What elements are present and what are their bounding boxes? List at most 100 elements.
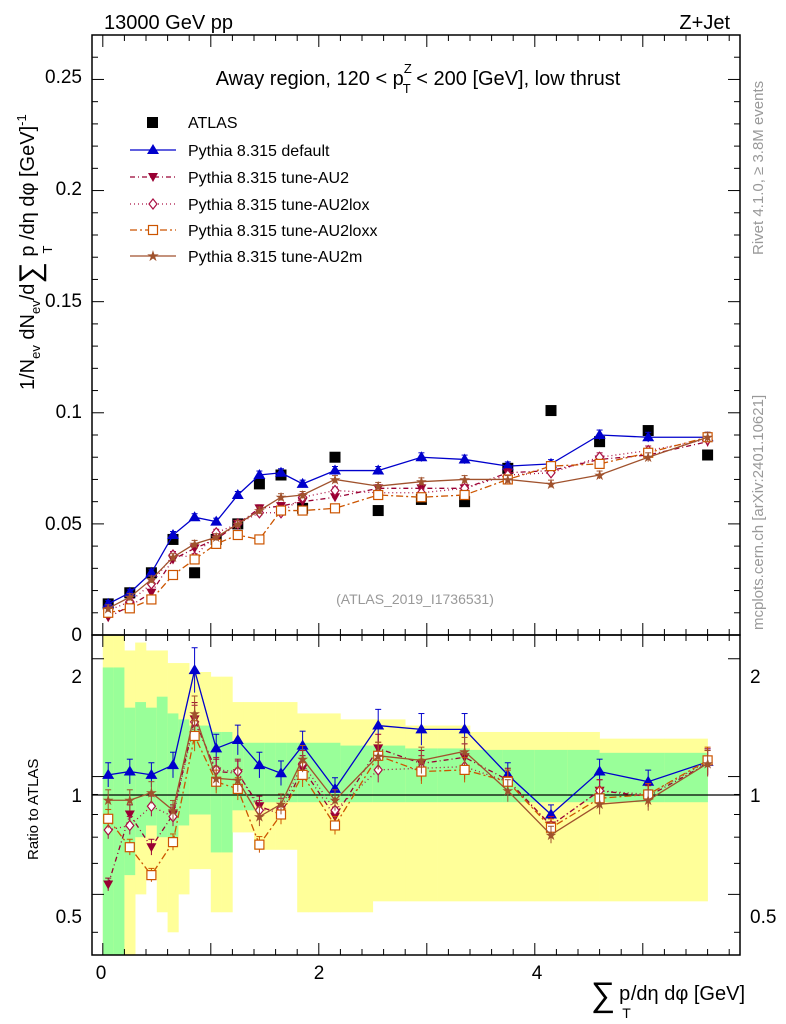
series-line — [107, 436, 708, 609]
legend-marker-au2m: ★ — [146, 248, 159, 265]
y-tick-label: 0.25 — [45, 67, 82, 88]
data-point — [167, 533, 179, 545]
data-point — [253, 469, 266, 479]
data-point — [146, 843, 157, 853]
data-point: ★ — [372, 748, 385, 764]
data-point — [188, 511, 201, 522]
data-point: ★ — [102, 792, 115, 808]
data-point: ★ — [642, 449, 655, 465]
data-point — [254, 534, 265, 545]
energy-label: 13000 GeV pp — [104, 12, 233, 34]
x-axis-label: ∑ p T/dη dφ [GeV] — [591, 976, 745, 1021]
ratio-tick-label: 0.5 — [56, 907, 82, 928]
data-point — [594, 436, 606, 448]
data-point — [124, 603, 135, 614]
y-axis-label: 1/Nev dNev/d∑ pT /dη dφ [GeV]-1 — [14, 114, 55, 390]
data-point: ★ — [188, 705, 201, 721]
band-inner — [534, 749, 568, 803]
main-data-series: ★ ★ ★ ★ ★ ★ ★ ★ ★ ★ ★ ★ ★ ★ ★ ★ ★ ★ ★ — [102, 405, 714, 623]
data-point — [330, 493, 340, 503]
band-inner — [264, 742, 276, 803]
data-point — [145, 566, 158, 577]
data-point — [146, 588, 157, 598]
band-inner — [113, 667, 125, 955]
data-point — [373, 489, 384, 501]
data-point: ★ — [210, 529, 223, 545]
data-point — [415, 723, 428, 734]
legend-marker-default — [147, 144, 159, 154]
legend: ATLAS Pythia 8.315 default Pythia 8.315 … — [130, 115, 377, 266]
band-inner — [156, 696, 168, 838]
mcplots-label: mcplots.cern.ch [arXiv:2401.10621] — [750, 395, 767, 630]
data-point: ★ — [593, 467, 606, 483]
chart-title: Away region, 120 < pZ T < 200 [GeV], low … — [216, 61, 621, 96]
y-tick-label: 0.1 — [56, 402, 82, 423]
band-outer — [297, 713, 309, 913]
data-point: ★ — [329, 792, 342, 808]
data-point: ★ — [253, 809, 266, 825]
process-label: Z+Jet — [679, 12, 730, 34]
x-tick-label: 2 — [314, 963, 325, 984]
data-point: ★ — [545, 827, 558, 843]
data-point: ★ — [329, 471, 342, 487]
data-point — [167, 529, 179, 539]
data-point — [189, 544, 200, 554]
data-point: ★ — [167, 802, 180, 818]
band-inner — [243, 742, 255, 811]
ratio-y-tick-labels: 0.5 1 2 0.5 1 2 — [56, 667, 777, 928]
data-point — [329, 464, 341, 475]
legend-label: Pythia 8.315 tune-AU2 — [188, 170, 349, 187]
data-point — [372, 505, 384, 517]
data-point — [103, 824, 113, 837]
data-point: ★ — [124, 792, 137, 808]
data-point — [642, 425, 654, 437]
ratio-tick-label-right: 2 — [750, 667, 761, 688]
data-point: ★ — [210, 770, 223, 786]
series-mc-1 — [102, 429, 714, 608]
y-tick-label: 0 — [71, 625, 82, 646]
data-point — [416, 492, 427, 503]
data-point — [123, 765, 136, 776]
legend-label: Pythia 8.315 tune-AU2lox — [188, 197, 369, 214]
legend-label: Pythia 8.315 tune-AU2loxx — [188, 223, 377, 240]
data-point — [594, 458, 605, 469]
data-point — [189, 567, 201, 579]
data-point — [329, 451, 341, 463]
legend-marker-au2loxx — [147, 224, 159, 236]
data-point — [545, 461, 557, 472]
data-point — [210, 515, 223, 526]
data-point: ★ — [458, 471, 471, 487]
data-point: ★ — [102, 600, 115, 616]
ratio-tick-label-right: 1 — [750, 786, 761, 807]
data-point — [329, 782, 341, 793]
x-tick-label: 4 — [532, 963, 543, 984]
data-point — [145, 768, 158, 779]
data-point — [231, 734, 244, 745]
data-point — [330, 484, 340, 497]
x-tick-labels: 0 2 4 — [96, 963, 543, 984]
series-line — [107, 438, 708, 612]
data-point — [329, 503, 341, 514]
data-point — [458, 723, 471, 734]
data-point — [124, 810, 135, 820]
data-point: ★ — [372, 478, 385, 494]
legend-label: Pythia 8.315 tune-AU2m — [188, 249, 362, 266]
data-point — [146, 594, 157, 605]
data-point: ★ — [167, 549, 180, 565]
series-mc-4 — [103, 431, 713, 618]
data-point: ★ — [124, 589, 137, 605]
band-inner — [286, 742, 298, 803]
data-point: ★ — [145, 571, 158, 587]
legend-label: Pythia 8.315 default — [188, 143, 330, 160]
data-point: ★ — [296, 487, 309, 503]
data-point: ★ — [593, 796, 606, 812]
band-inner — [200, 725, 212, 815]
legend-marker-au2 — [148, 173, 158, 182]
data-point — [189, 730, 200, 742]
y-tick-label: 0.15 — [45, 291, 82, 312]
data-point — [146, 870, 157, 881]
legend-label: ATLAS — [188, 115, 238, 132]
data-point — [593, 765, 606, 776]
data-point — [167, 569, 179, 581]
